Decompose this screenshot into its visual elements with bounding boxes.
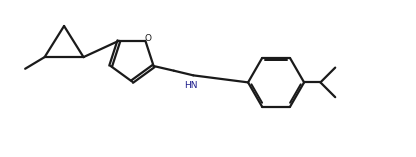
- Text: O: O: [144, 34, 151, 43]
- Text: HN: HN: [184, 81, 198, 90]
